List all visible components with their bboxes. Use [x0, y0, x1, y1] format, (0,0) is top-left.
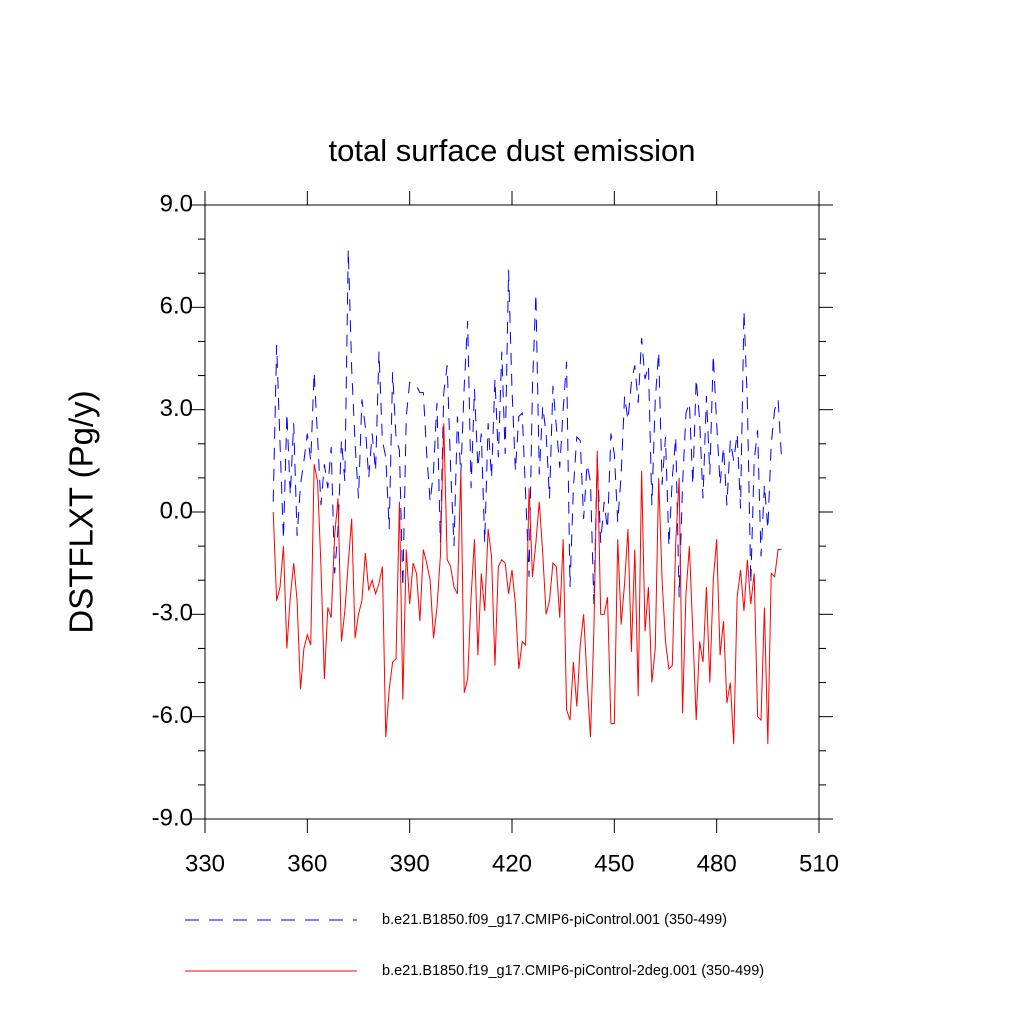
legend-label: b.e21.B1850.f09_g17.CMIP6-piControl.001 …	[382, 912, 727, 928]
x-tick-label: 330	[185, 850, 225, 877]
data-line	[272, 423, 782, 744]
y-tick-label: -9.0	[152, 804, 193, 831]
plot-frame	[204, 204, 820, 820]
x-tick-label: 420	[492, 850, 532, 877]
x-tick-label: 480	[697, 850, 737, 877]
chart-title: total surface dust emission	[328, 133, 695, 168]
x-tick-label: 450	[594, 850, 634, 877]
legend-label: b.e21.B1850.f19_g17.CMIP6-piControl-2deg…	[382, 963, 764, 979]
y-tick-label: -6.0	[152, 702, 193, 729]
y-tick-label: 0.0	[160, 497, 193, 524]
y-tick-label: 3.0	[160, 395, 193, 422]
x-tick-label: 360	[287, 850, 327, 877]
data-line	[272, 249, 782, 605]
x-tick-label: 390	[390, 850, 430, 877]
y-tick-label: 9.0	[160, 190, 193, 217]
x-tick-label: 510	[799, 850, 839, 877]
y-tick-label: 6.0	[160, 293, 193, 320]
y-tick-label: -3.0	[152, 600, 193, 627]
y-axis-label: DSTFLXT (Pg/y)	[63, 390, 100, 633]
